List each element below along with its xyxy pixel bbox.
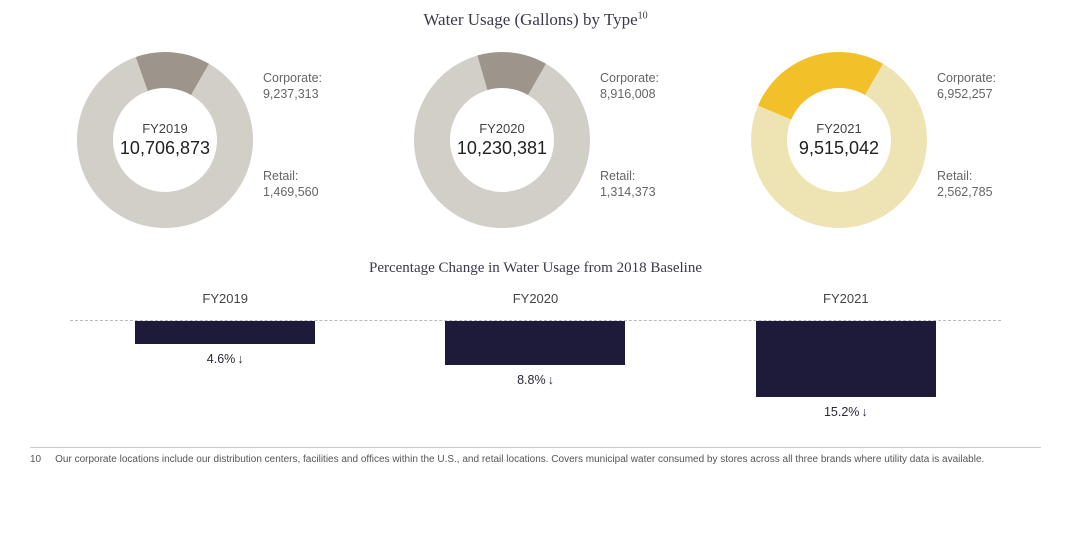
down-arrow-icon: ↓ <box>548 373 554 387</box>
footnote: 10 Our corporate locations include our d… <box>30 454 1041 465</box>
down-arrow-icon: ↓ <box>237 352 243 366</box>
donut-row: FY2019 10,706,873 Corporate: 9,237,313 R… <box>30 50 1041 230</box>
donut-total: 10,706,873 <box>120 138 210 159</box>
donut-year: FY2019 <box>120 121 210 136</box>
donut-labels: Corporate: 8,916,008 Retail: 1,314,373 <box>600 60 659 220</box>
bar-year-label: FY2019 <box>202 291 248 306</box>
bar-chart: FY2019 FY2020 FY2021 4.6%↓ 8.8%↓ 15.2%↓ <box>70 291 1001 419</box>
bar-value-label: 4.6%↓ <box>207 352 244 366</box>
bar-rect <box>445 321 625 365</box>
donut-corporate-label: Corporate: 9,237,313 <box>263 70 322 103</box>
bar-column: 8.8%↓ <box>380 321 690 419</box>
bar-value-label: 8.8%↓ <box>517 373 554 387</box>
footnote-text: Our corporate locations include our dist… <box>55 454 984 465</box>
donut-total: 10,230,381 <box>457 138 547 159</box>
down-arrow-icon: ↓ <box>861 405 867 419</box>
bar-chart-subtitle: Percentage Change in Water Usage from 20… <box>30 260 1041 277</box>
donut-year: FY2020 <box>457 121 547 136</box>
donut-slice-retail <box>758 52 883 120</box>
donut-fy2020: FY2020 10,230,381 Corporate: 8,916,008 R… <box>412 50 659 230</box>
donut-retail-label: Retail: 1,314,373 <box>600 168 659 201</box>
donut-ring: FY2021 9,515,042 <box>749 50 929 230</box>
bar-year-labels: FY2019 FY2020 FY2021 <box>70 291 1001 306</box>
donut-ring: FY2020 10,230,381 <box>412 50 592 230</box>
donut-retail-label: Retail: 2,562,785 <box>937 168 996 201</box>
donut-center: FY2019 10,706,873 <box>120 121 210 159</box>
donut-center: FY2020 10,230,381 <box>457 121 547 159</box>
bar-baseline <box>70 320 1001 321</box>
chart-title-text: Water Usage (Gallons) by Type <box>423 10 637 29</box>
bar-rect <box>135 321 315 344</box>
chart-title-footnote-ref: 10 <box>638 10 648 21</box>
footnote-rule <box>30 447 1041 448</box>
donut-retail-label: Retail: 1,469,560 <box>263 168 322 201</box>
bar-rect <box>756 321 936 397</box>
donut-ring: FY2019 10,706,873 <box>75 50 255 230</box>
bar-column: 4.6%↓ <box>70 321 380 419</box>
donut-fy2021: FY2021 9,515,042 Corporate: 6,952,257 Re… <box>749 50 996 230</box>
footnote-number: 10 <box>30 454 41 465</box>
donut-corporate-label: Corporate: 6,952,257 <box>937 70 996 103</box>
bar-value-label: 15.2%↓ <box>824 405 868 419</box>
chart-title: Water Usage (Gallons) by Type10 <box>30 10 1041 30</box>
bar-year-label: FY2020 <box>513 291 559 306</box>
bar-year-label: FY2021 <box>823 291 869 306</box>
donut-center: FY2021 9,515,042 <box>799 121 879 159</box>
donut-corporate-label: Corporate: 8,916,008 <box>600 70 659 103</box>
donut-fy2019: FY2019 10,706,873 Corporate: 9,237,313 R… <box>75 50 322 230</box>
bar-columns: 4.6%↓ 8.8%↓ 15.2%↓ <box>70 321 1001 419</box>
donut-labels: Corporate: 6,952,257 Retail: 2,562,785 <box>937 60 996 220</box>
donut-total: 9,515,042 <box>799 138 879 159</box>
bar-column: 15.2%↓ <box>691 321 1001 419</box>
donut-year: FY2021 <box>799 121 879 136</box>
donut-labels: Corporate: 9,237,313 Retail: 1,469,560 <box>263 60 322 220</box>
